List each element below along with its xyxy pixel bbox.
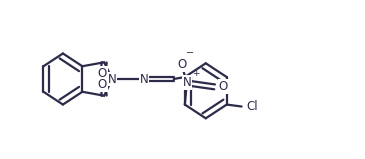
Text: +: +	[192, 69, 199, 78]
Text: O: O	[97, 78, 107, 91]
Text: O: O	[177, 58, 187, 71]
Text: −: −	[186, 48, 194, 58]
Text: O: O	[97, 67, 107, 80]
Text: N: N	[139, 73, 148, 86]
Text: Cl: Cl	[246, 100, 258, 113]
Text: N: N	[108, 73, 116, 86]
Text: O: O	[219, 80, 228, 93]
Text: N: N	[182, 76, 191, 90]
